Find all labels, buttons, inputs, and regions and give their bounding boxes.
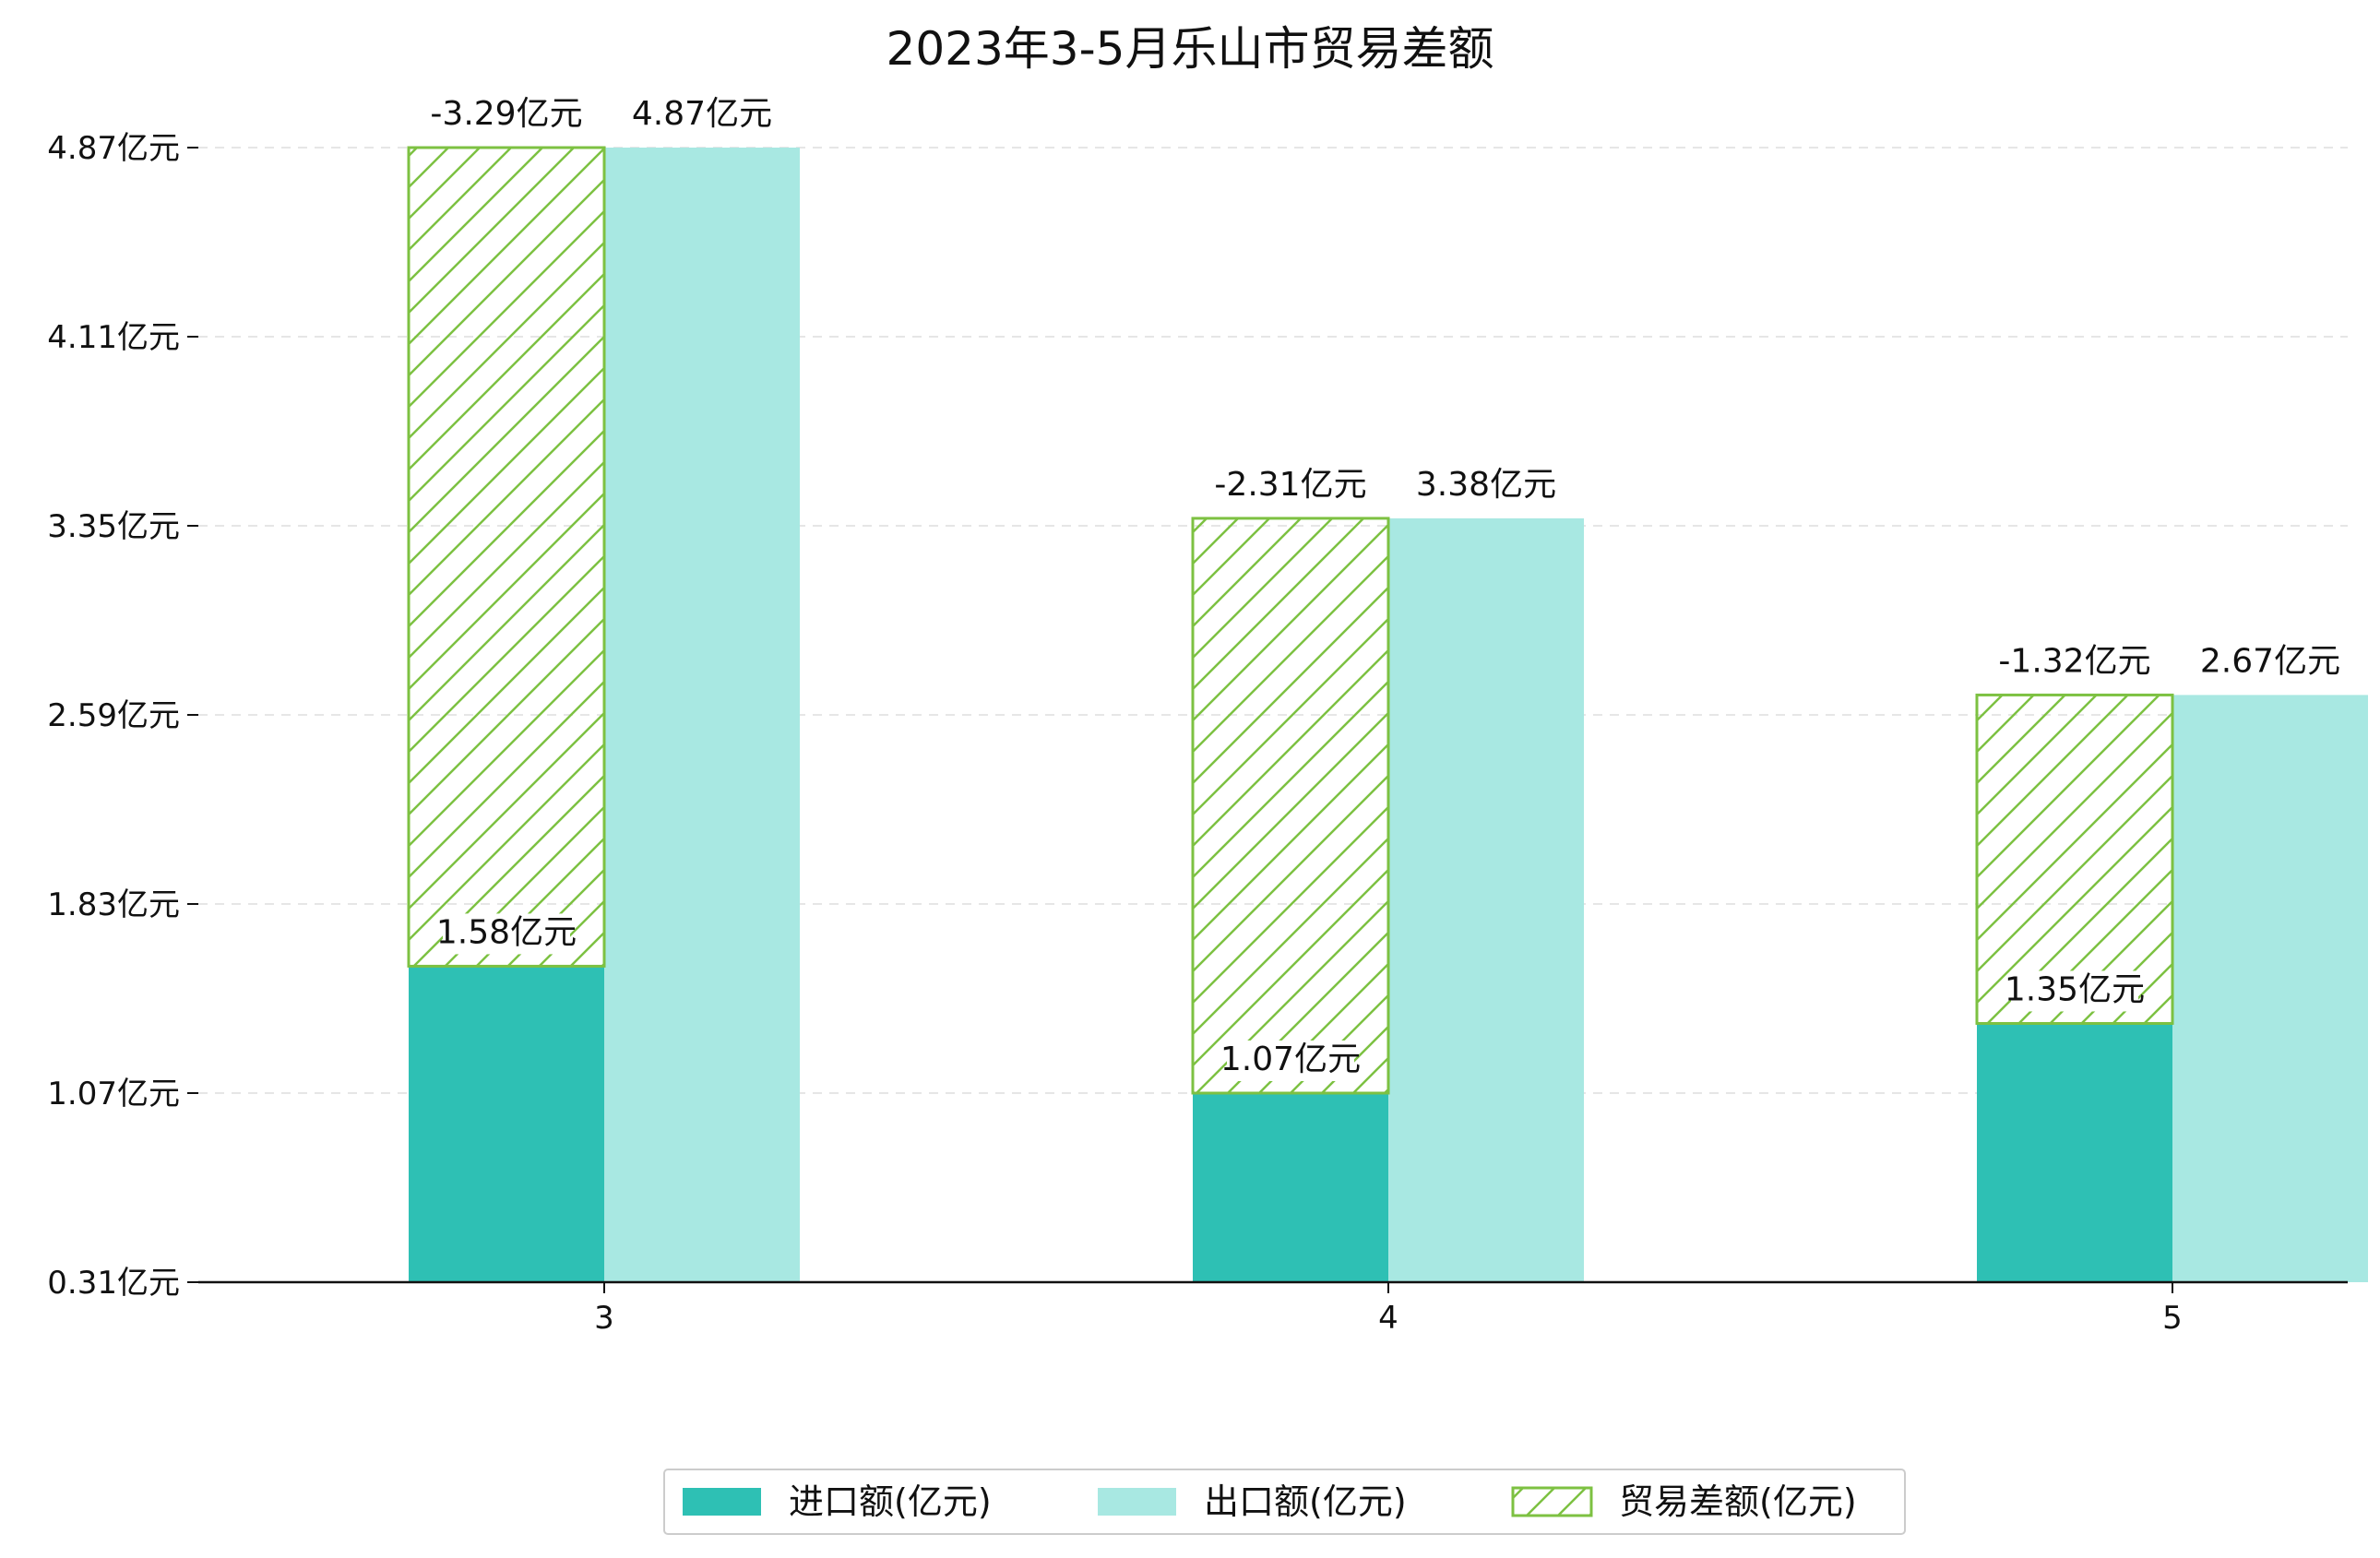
bar-export-3 [604, 148, 800, 1282]
y-tick-label: 3.35亿元 [47, 508, 180, 545]
legend: 进口额(亿元) 出口额(亿元) 贸易差额(亿元) [663, 1469, 1906, 1535]
bar-balance-3 [407, 146, 606, 968]
data-label-bg [433, 95, 580, 136]
legend-balance-label: 贸易差额(亿元) [1619, 1481, 1857, 1522]
data-label: -1.32亿元 [1998, 642, 2150, 680]
data-label: -2.31亿元 [1214, 466, 1366, 504]
x-tick-label: 3 [594, 1300, 614, 1337]
data-label-bg [1227, 1041, 1354, 1081]
data-label-bg [638, 95, 766, 136]
data-label: 1.58亿元 [436, 913, 577, 951]
legend-export-swatch [1098, 1488, 1176, 1516]
y-tick-label: 0.31亿元 [47, 1265, 180, 1302]
y-tick-label: 1.07亿元 [47, 1076, 180, 1112]
y-tick-label: 2.59亿元 [47, 697, 180, 734]
data-label-bg [2001, 642, 2148, 684]
bar-import-4 [1193, 1093, 1388, 1282]
data-label-bg [443, 913, 570, 955]
chart-title: 2023年3-5月乐山市贸易差额 [887, 22, 1494, 76]
legend-export-label: 出口额(亿元) [1204, 1481, 1407, 1522]
legend-box [663, 1469, 1906, 1535]
bar-balance-5 [1975, 693, 2174, 1025]
bar-balance-4 [1191, 517, 1390, 1095]
y-tick-label: 4.11亿元 [47, 319, 180, 356]
data-label-bg [2011, 970, 2138, 1012]
x-tick-label: 4 [1378, 1300, 1398, 1337]
x-tick-label: 5 [2162, 1300, 2183, 1337]
data-label: -3.29亿元 [430, 95, 582, 133]
data-label-bg [1217, 465, 1364, 506]
y-tick-label: 4.87亿元 [47, 130, 180, 167]
data-label-bg [1422, 465, 1550, 506]
bar-export-4 [1388, 517, 1584, 1282]
data-label: 4.87亿元 [632, 95, 772, 133]
data-label: 2.67亿元 [2200, 642, 2340, 680]
bar-export-5 [2172, 695, 2368, 1282]
bar-import-5 [1977, 1023, 2172, 1282]
data-label: 1.07亿元 [1220, 1041, 1361, 1078]
legend-import-label: 进口额(亿元) [789, 1481, 992, 1522]
bar-import-3 [409, 966, 604, 1282]
legend-import-swatch [683, 1488, 761, 1516]
data-label: 3.38亿元 [1416, 466, 1556, 504]
data-label: 1.35亿元 [2005, 970, 2145, 1008]
y-tick-label: 1.83亿元 [47, 886, 180, 923]
legend-balance-swatch [1511, 1486, 1593, 1517]
data-label-bg [2207, 642, 2334, 684]
